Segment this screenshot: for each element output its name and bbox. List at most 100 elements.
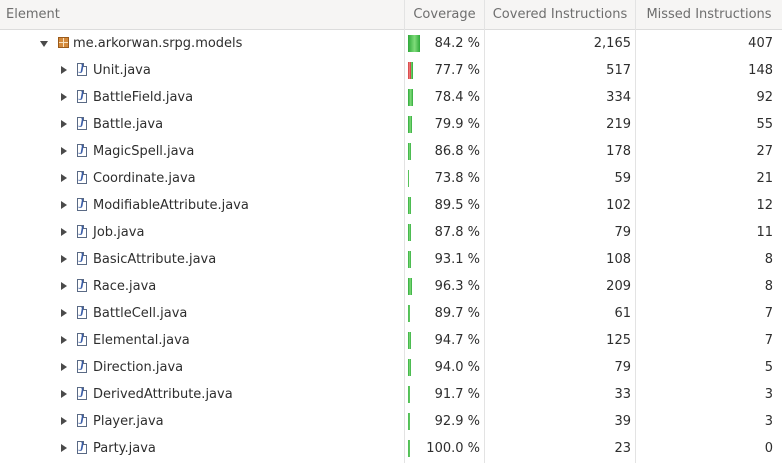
java-file-icon: J [77, 117, 87, 130]
coverage-bar [408, 143, 412, 160]
table-row[interactable]: J Coordinate.java 73.8 % 59 21 [0, 165, 782, 192]
table-row[interactable]: J BasicAttribute.java 93.1 % 108 8 [0, 246, 782, 273]
element-cell: J MagicSpell.java [0, 138, 404, 165]
table-row[interactable]: me.arkorwan.srpg.models 84.2 % 2,165 407 [0, 30, 782, 57]
coverage-cell: 89.7 % [405, 300, 484, 327]
coverage-bar [408, 278, 412, 295]
expander-closed-icon[interactable] [61, 363, 67, 371]
expander-closed-icon[interactable] [61, 228, 67, 236]
element-cell: J Job.java [0, 219, 404, 246]
expander-closed-icon[interactable] [61, 66, 67, 74]
element-name: BattleCell.java [93, 306, 188, 321]
table-row[interactable]: J MagicSpell.java 86.8 % 178 27 [0, 138, 782, 165]
covered-bar-segment [408, 278, 412, 295]
coverage-percent: 91.7 % [434, 387, 480, 402]
expander-closed-icon[interactable] [61, 255, 67, 263]
java-file-icon: J [77, 225, 87, 238]
expander-closed-icon[interactable] [61, 282, 67, 290]
coverage-bar [408, 359, 411, 376]
expander-closed-icon[interactable] [61, 120, 67, 128]
table-row[interactable]: J Race.java 96.3 % 209 8 [0, 273, 782, 300]
java-file-icon: J [77, 90, 87, 103]
covered-bar-segment [408, 440, 410, 457]
column-separator[interactable] [484, 0, 485, 463]
coverage-cell: 91.7 % [405, 381, 484, 408]
missed-instructions-cell: 8 [764, 252, 773, 267]
column-separator[interactable] [635, 0, 636, 463]
column-header-coverage[interactable]: Coverage [413, 7, 476, 22]
table-row[interactable]: J Player.java 92.9 % 39 3 [0, 408, 782, 435]
element-cell: J Unit.java [0, 57, 404, 84]
coverage-bar [408, 413, 410, 430]
package-icon [58, 37, 69, 48]
expander-open-icon[interactable] [40, 41, 48, 47]
table-row[interactable]: J Party.java 100.0 % 23 0 [0, 435, 782, 462]
table-row[interactable]: J BattleField.java 78.4 % 334 92 [0, 84, 782, 111]
expander-closed-icon[interactable] [61, 309, 67, 317]
expander-closed-icon[interactable] [61, 174, 67, 182]
covered-instructions-cell: 209 [606, 279, 631, 294]
missed-instructions-cell: 55 [756, 117, 773, 132]
element-name: BasicAttribute.java [93, 252, 217, 267]
covered-bar-segment [408, 197, 411, 214]
element-name: Unit.java [93, 63, 151, 78]
java-file-icon: J [77, 279, 87, 292]
java-file-icon: J [77, 144, 87, 157]
coverage-bar [408, 305, 410, 322]
covered-instructions-cell: 79 [614, 360, 631, 375]
coverage-cell: 93.1 % [405, 246, 484, 273]
table-row[interactable]: J Unit.java 77.7 % 517 148 [0, 57, 782, 84]
missed-instructions-cell: 11 [756, 225, 773, 240]
expander-closed-icon[interactable] [61, 390, 67, 398]
element-name: DerivedAttribute.java [93, 387, 233, 402]
missed-instructions-cell: 407 [748, 36, 773, 51]
missed-instructions-cell: 0 [764, 441, 773, 456]
covered-bar-segment [408, 386, 410, 403]
table-row[interactable]: J DerivedAttribute.java 91.7 % 33 3 [0, 381, 782, 408]
column-header-covered-instructions[interactable]: Covered Instructions [492, 7, 628, 22]
expander-closed-icon[interactable] [61, 444, 67, 452]
covered-bar-segment [408, 143, 411, 160]
coverage-cell: 84.2 % [405, 30, 484, 57]
expander-closed-icon[interactable] [61, 147, 67, 155]
coverage-bar [408, 224, 411, 241]
element-cell: J Player.java [0, 408, 404, 435]
column-separator[interactable] [404, 0, 405, 463]
column-header-missed-instructions[interactable]: Missed Instructions [646, 7, 772, 22]
coverage-percent: 96.3 % [434, 279, 480, 294]
table-row[interactable]: J Battle.java 79.9 % 219 55 [0, 111, 782, 138]
coverage-percent: 89.7 % [434, 306, 480, 321]
coverage-percent: 87.8 % [434, 225, 480, 240]
table-row[interactable]: J Elemental.java 94.7 % 125 7 [0, 327, 782, 354]
element-name: BattleField.java [93, 90, 194, 105]
covered-bar-segment [408, 332, 411, 349]
table-row[interactable]: J ModifiableAttribute.java 89.5 % 102 12 [0, 192, 782, 219]
covered-instructions-cell: 125 [606, 333, 631, 348]
expander-closed-icon[interactable] [61, 93, 67, 101]
expander-closed-icon[interactable] [61, 417, 67, 425]
table-row[interactable]: J Job.java 87.8 % 79 11 [0, 219, 782, 246]
missed-bar-segment [408, 62, 411, 79]
expander-closed-icon[interactable] [61, 336, 67, 344]
table-row[interactable]: J BattleCell.java 89.7 % 61 7 [0, 300, 782, 327]
covered-bar-segment [408, 224, 411, 241]
missed-instructions-cell: 21 [756, 171, 773, 186]
covered-instructions-cell: 102 [606, 198, 631, 213]
missed-instructions-cell: 3 [764, 414, 773, 429]
java-file-icon: J [77, 63, 87, 76]
missed-instructions-cell: 5 [764, 360, 773, 375]
table-row[interactable]: J Direction.java 94.0 % 79 5 [0, 354, 782, 381]
column-header-element[interactable]: Element [6, 7, 60, 22]
missed-instructions-cell: 148 [748, 63, 773, 78]
element-cell: J ModifiableAttribute.java [0, 192, 404, 219]
element-name: Party.java [93, 441, 156, 456]
coverage-bar [408, 251, 411, 268]
expander-closed-icon[interactable] [61, 201, 67, 209]
covered-instructions-cell: 334 [606, 90, 631, 105]
element-cell: J Coordinate.java [0, 165, 404, 192]
missed-instructions-cell: 7 [764, 333, 773, 348]
element-cell: J BasicAttribute.java [0, 246, 404, 273]
coverage-bar [408, 35, 422, 52]
missed-instructions-cell: 7 [764, 306, 773, 321]
coverage-cell: 77.7 % [405, 57, 484, 84]
